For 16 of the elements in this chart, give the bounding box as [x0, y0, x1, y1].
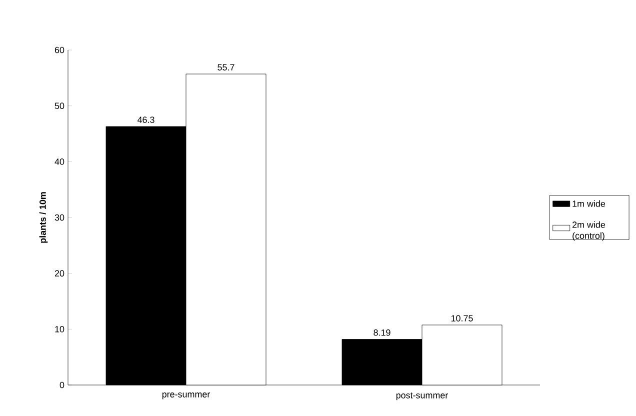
y-tick-label: 10 [55, 326, 64, 332]
data-label: 55.7 [218, 64, 234, 70]
y-tick-label: 20 [54, 270, 64, 277]
legend-label: 1m wide [572, 200, 606, 207]
legend-label: 2m wide (control) [572, 221, 606, 241]
y-tick-label: 50 [54, 102, 64, 110]
data-label: 8.19 [374, 329, 390, 336]
x-tick-label: pre-summer [162, 392, 210, 400]
y-tick-label: 0 [60, 382, 64, 388]
x-tick-label: post-summer [396, 392, 448, 400]
y-tick-label: 30 [54, 214, 64, 221]
data-label: 46.3 [137, 116, 154, 123]
y-tick-label: 60 [54, 46, 64, 54]
data-label: 10.75 [451, 315, 473, 322]
y-tick-label: 40 [54, 158, 64, 165]
y-axis-title: plants / 10m [39, 192, 48, 243]
